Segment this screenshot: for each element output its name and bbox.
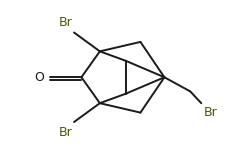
Text: O: O (34, 71, 44, 84)
Text: Br: Br (59, 126, 73, 139)
Text: Br: Br (204, 106, 218, 119)
Text: Br: Br (59, 16, 73, 29)
